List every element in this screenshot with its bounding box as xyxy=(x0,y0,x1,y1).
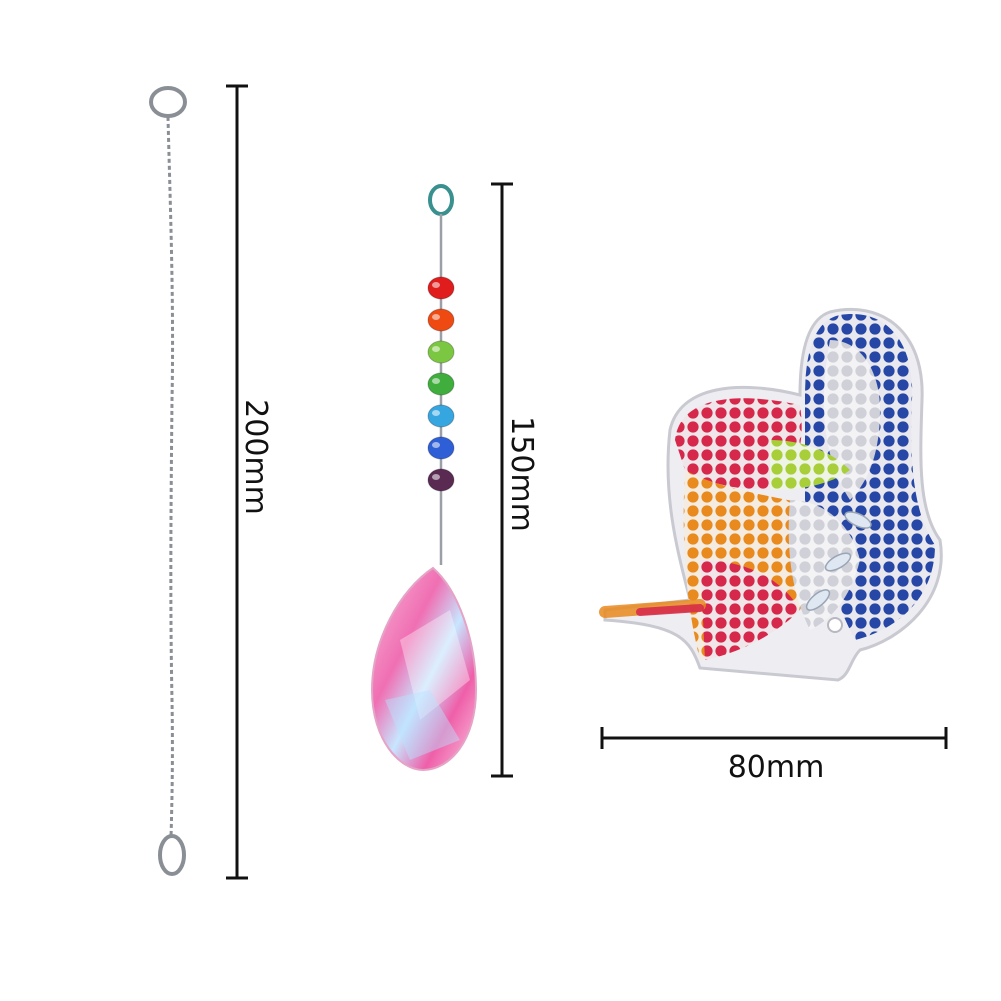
chain-length-label: 200mm xyxy=(238,399,273,515)
crystal-bead-icon xyxy=(427,436,455,460)
ornament-width-label: 80mm xyxy=(728,750,825,785)
crystal-pendant xyxy=(370,184,478,772)
crystal-bead-icon xyxy=(427,308,455,332)
butterfly-hole-icon xyxy=(827,617,843,633)
bead-highlight xyxy=(432,282,440,288)
crystal-bead-icon xyxy=(427,404,455,428)
crystal-bead-icon xyxy=(427,340,455,364)
pendant-length-label: 150mm xyxy=(504,416,539,532)
crystal-bead-icon xyxy=(427,468,455,492)
chain-links xyxy=(166,116,175,839)
extension-chain xyxy=(149,86,187,876)
pendant-dimension: 150mm xyxy=(491,182,539,778)
bead-highlight xyxy=(432,474,440,480)
bead-highlight xyxy=(432,346,440,352)
chain-dimension: 200mm xyxy=(226,84,273,880)
pendant-ring-icon xyxy=(428,184,454,216)
bead-highlight xyxy=(432,314,440,320)
bead-highlight xyxy=(432,410,440,416)
crystal-drop-icon xyxy=(370,566,478,772)
bead-highlight xyxy=(432,442,440,448)
butterfly-icon xyxy=(599,307,943,682)
chain-bottom-ring-icon xyxy=(158,834,186,876)
crystal-bead-icon xyxy=(427,372,455,396)
ornament-dimension: 80mm xyxy=(600,727,948,785)
crystal-bead-icon xyxy=(427,276,455,300)
chain-top-ring-icon xyxy=(149,86,187,118)
bead-column xyxy=(427,276,455,492)
bead-highlight xyxy=(432,378,440,384)
